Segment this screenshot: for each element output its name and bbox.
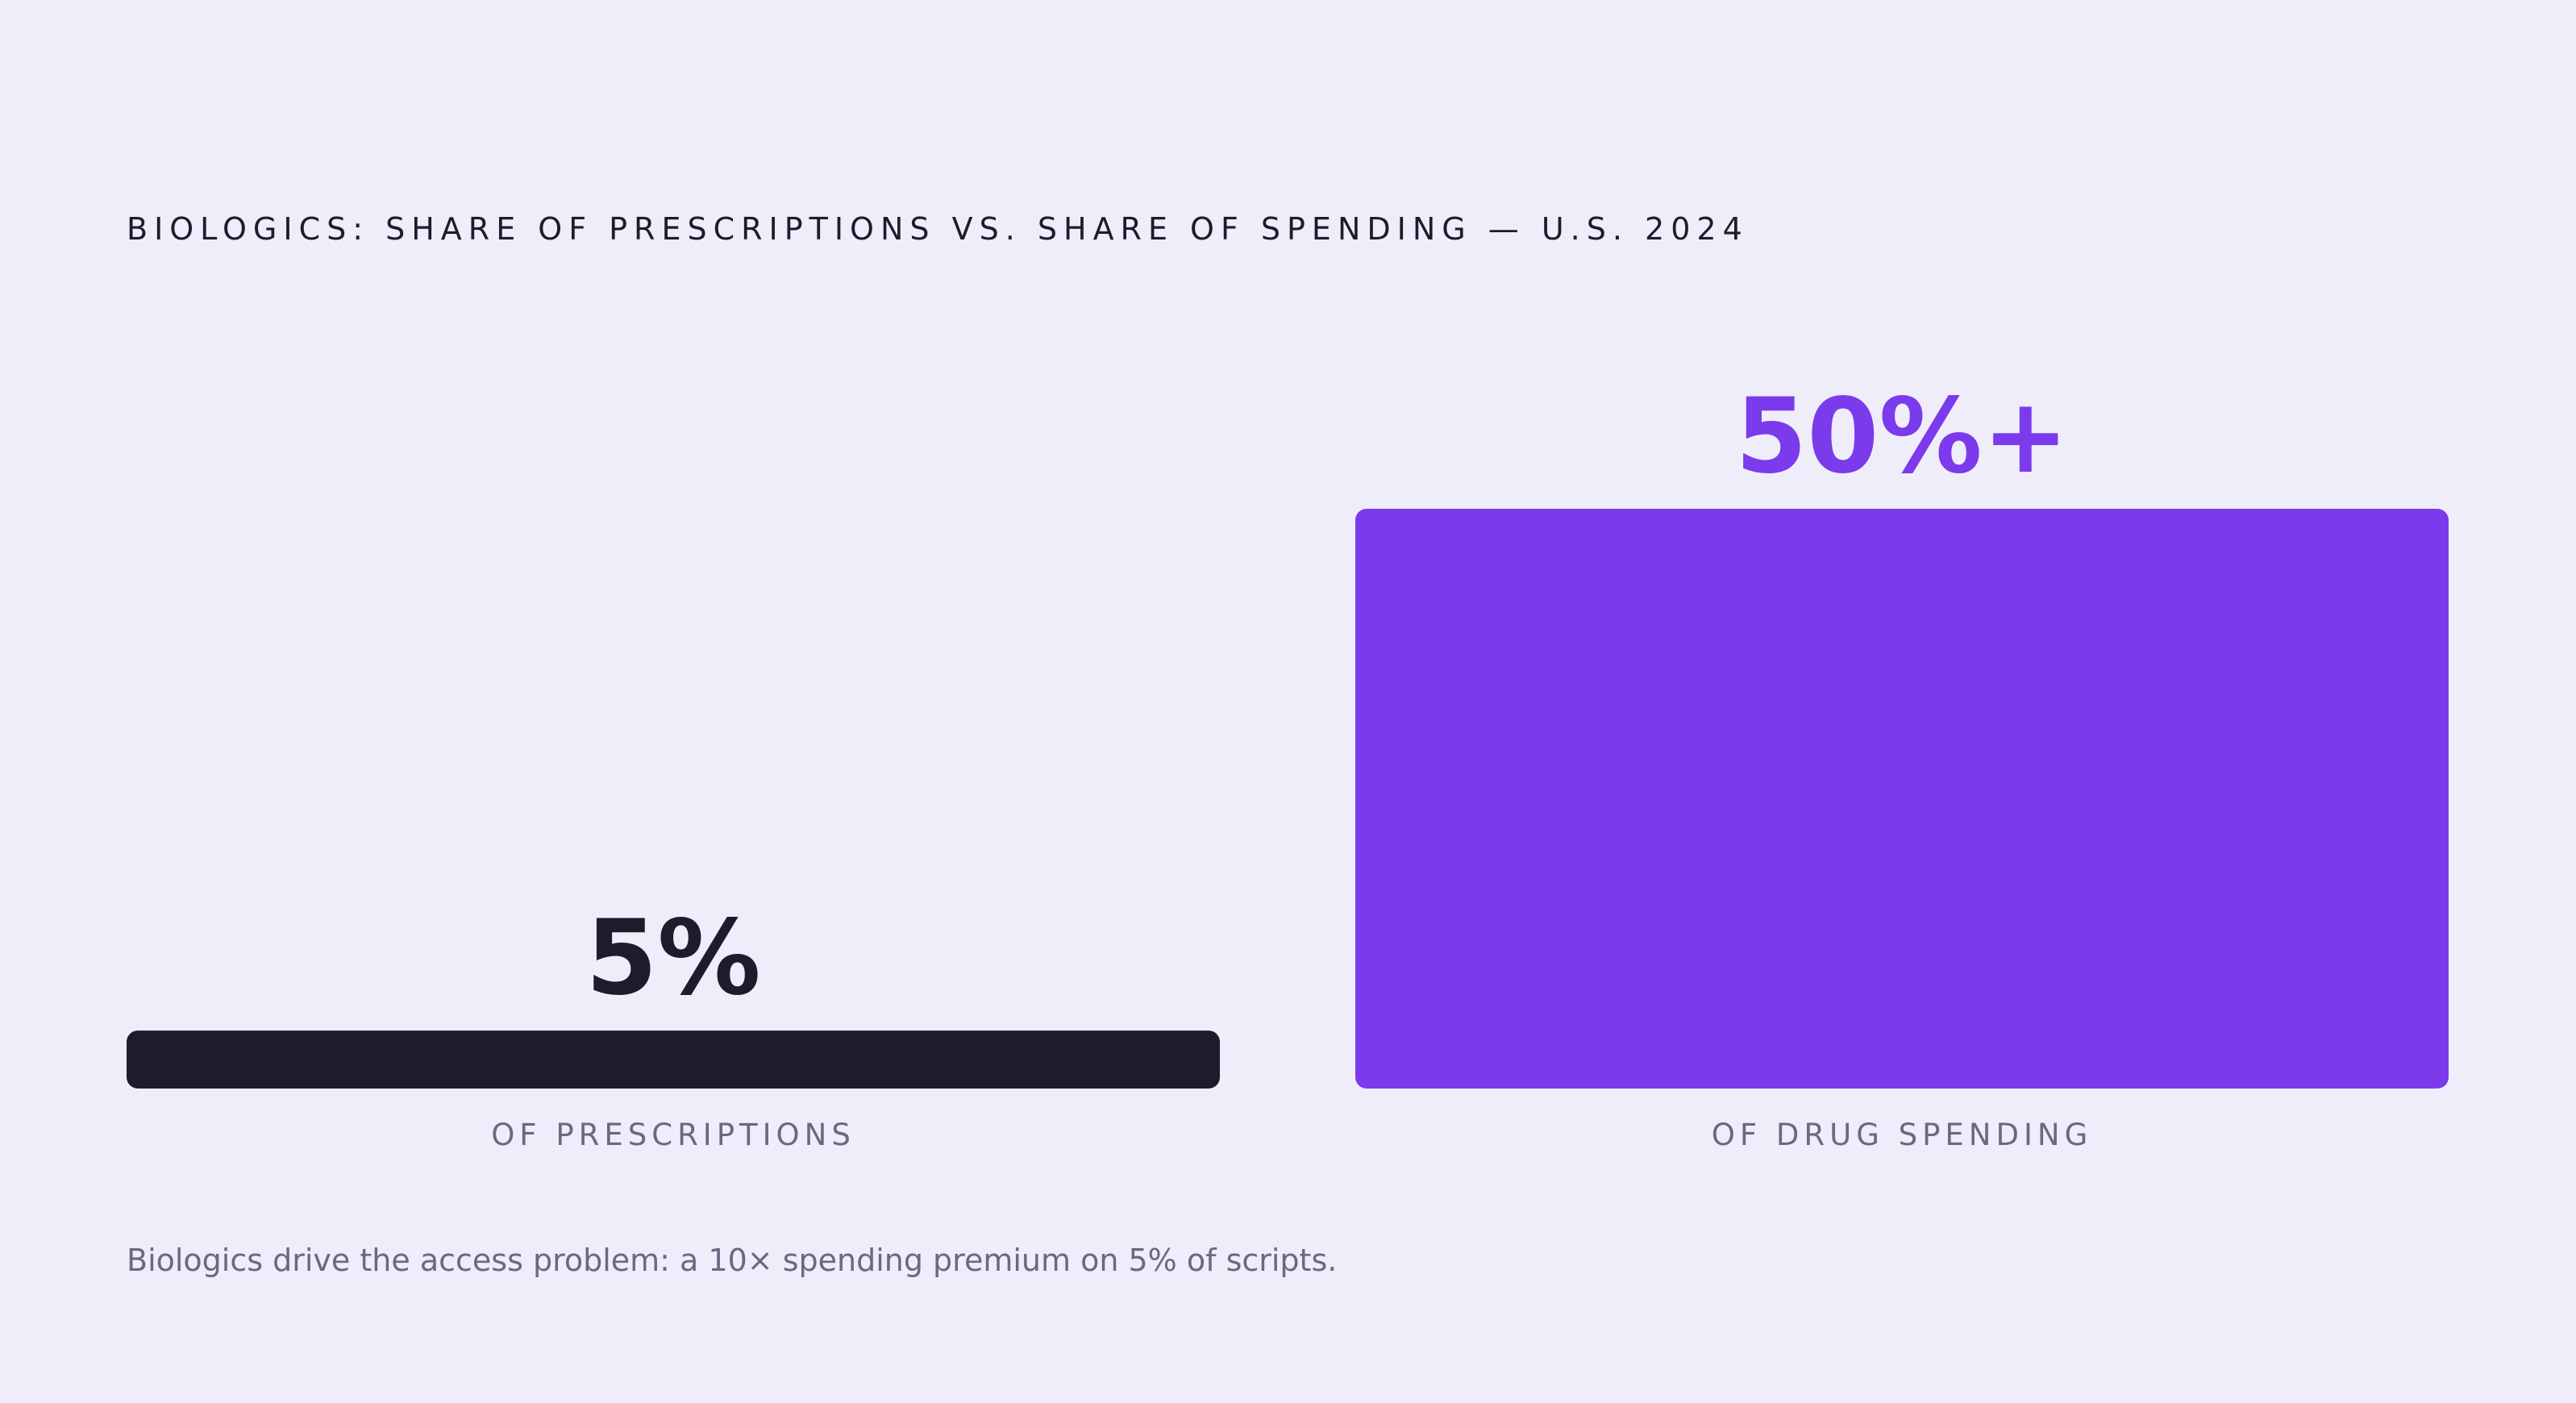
- category-label-1: OF PRESCRIPTIONS: [491, 1118, 855, 1152]
- chart-title: BIOLOGICS: SHARE OF PRESCRIPTIONS VS. SH…: [127, 211, 1749, 247]
- chart-footnote: Biologics drive the access problem: a 10…: [127, 1243, 1338, 1278]
- value-label-1: 5%: [585, 898, 760, 1018]
- bar-1: [127, 1030, 1220, 1089]
- category-label-2: OF DRUG SPENDING: [1712, 1118, 2093, 1152]
- bar-2: [1355, 509, 2449, 1089]
- value-label-2: 50%+: [1735, 377, 2069, 497]
